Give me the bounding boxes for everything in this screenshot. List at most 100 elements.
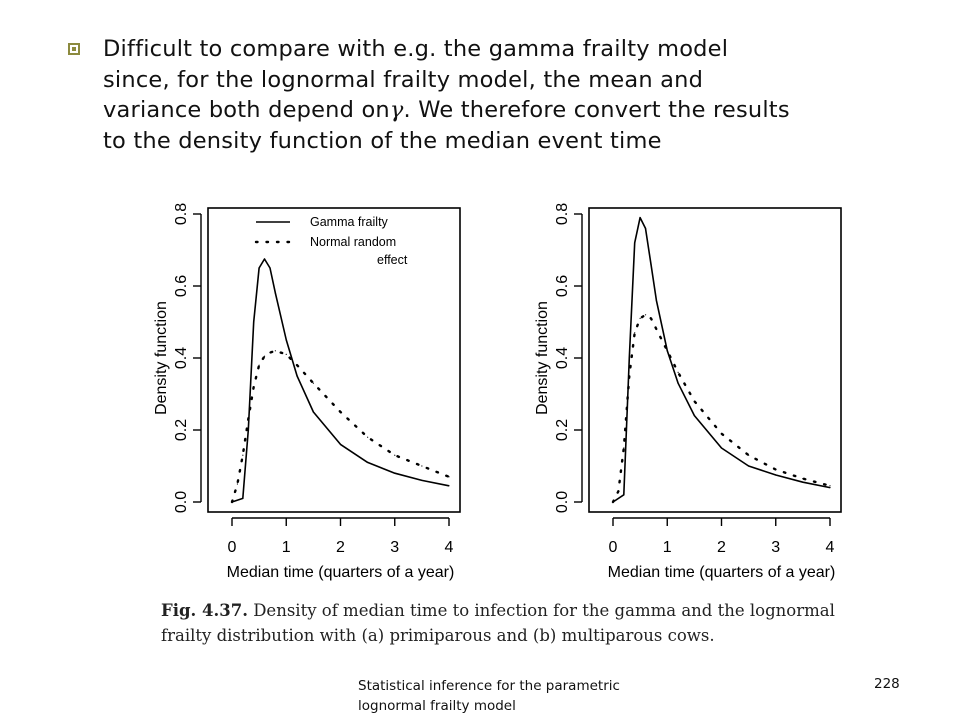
data-point bbox=[339, 443, 342, 445]
data-point bbox=[829, 487, 831, 489]
y-tick-label: 0.2 bbox=[173, 419, 190, 441]
data-point bbox=[617, 490, 620, 492]
x-tick-label: 2 bbox=[336, 539, 345, 556]
data-point bbox=[258, 267, 260, 269]
data-point bbox=[269, 352, 271, 354]
data-point bbox=[623, 447, 625, 449]
data-point bbox=[253, 321, 255, 323]
x-tick-label: 3 bbox=[390, 539, 399, 556]
data-point bbox=[242, 497, 244, 499]
data-point bbox=[394, 472, 396, 474]
x-axis-title: Median time (quarters of a year) bbox=[227, 564, 455, 581]
data-point bbox=[367, 436, 369, 438]
data-point bbox=[639, 217, 641, 219]
data-point bbox=[644, 227, 647, 229]
x-tick-label: 1 bbox=[663, 539, 672, 556]
data-point bbox=[394, 454, 396, 456]
x-tick-label: 0 bbox=[609, 539, 618, 556]
data-point bbox=[677, 382, 679, 384]
y-tick-label: 0.0 bbox=[173, 491, 190, 513]
data-point bbox=[247, 418, 249, 420]
y-tick-label: 0.8 bbox=[173, 203, 190, 225]
y-axis-title: Density function bbox=[153, 301, 170, 415]
data-point bbox=[802, 478, 804, 480]
x-tick-label: 1 bbox=[282, 539, 291, 556]
data-point bbox=[802, 481, 804, 483]
data-point bbox=[258, 364, 260, 366]
bullet-point: Difficult to compare with e.g. the gamma… bbox=[68, 34, 938, 156]
y-tick-label: 0.0 bbox=[554, 491, 571, 513]
data-point bbox=[242, 454, 244, 456]
data-point bbox=[634, 242, 636, 244]
data-point bbox=[285, 339, 287, 341]
data-point bbox=[693, 415, 695, 417]
footer-title: Statistical inference for the parametric… bbox=[358, 678, 620, 714]
series-dotted-line bbox=[230, 349, 451, 504]
x-tick-label: 3 bbox=[771, 539, 780, 556]
data-point bbox=[274, 350, 276, 352]
density-plot-a: 0 1 2 3 4 Median time (quarters of a year) 0.0… bbox=[153, 203, 461, 581]
figure-caption: Fig. 4.37. Density of median time to inf… bbox=[161, 598, 881, 648]
y-tick-label: 0.8 bbox=[554, 203, 571, 225]
gamma-symbol: γ bbox=[389, 97, 404, 123]
data-point bbox=[448, 485, 450, 487]
data-point bbox=[650, 317, 652, 319]
data-point bbox=[285, 353, 287, 355]
x-tick-label: 4 bbox=[445, 539, 454, 556]
data-point bbox=[367, 461, 369, 463]
data-point bbox=[421, 479, 423, 481]
bullet-line-2: since, for the lognormal frailty model, … bbox=[103, 66, 704, 93]
data-point bbox=[263, 355, 266, 357]
legend-label: effect bbox=[377, 253, 408, 267]
data-point bbox=[612, 501, 614, 503]
data-point bbox=[775, 474, 777, 476]
data-point bbox=[448, 476, 450, 478]
data-point bbox=[775, 469, 777, 471]
data-point bbox=[231, 501, 233, 503]
series-line bbox=[612, 216, 831, 503]
data-point bbox=[748, 465, 750, 467]
y-axis-title: Density function bbox=[534, 301, 551, 415]
x-tick-label: 0 bbox=[228, 539, 237, 556]
legend-label: Gamma frailty bbox=[310, 215, 389, 229]
y-tick-label: 0.2 bbox=[554, 419, 571, 441]
data-point bbox=[639, 317, 641, 319]
data-point bbox=[634, 332, 636, 334]
data-point bbox=[274, 292, 276, 294]
data-point bbox=[269, 267, 271, 269]
data-point bbox=[263, 258, 266, 260]
data-point bbox=[296, 364, 298, 366]
data-point bbox=[623, 494, 625, 496]
data-point bbox=[650, 263, 652, 265]
y-tick-label: 0.6 bbox=[554, 275, 571, 297]
x-tick-label: 2 bbox=[717, 539, 726, 556]
x-tick-label: 4 bbox=[826, 539, 835, 556]
density-plot-b: 0 1 2 3 4 Median time (quarters of a year) 0.0… bbox=[534, 203, 842, 581]
data-point bbox=[421, 465, 423, 467]
plot-frame bbox=[588, 207, 842, 513]
page-number: 228 bbox=[874, 676, 900, 692]
data-point bbox=[312, 411, 314, 413]
figure-label: Fig. 4.37. bbox=[161, 601, 248, 620]
data-point bbox=[644, 314, 647, 316]
data-point bbox=[628, 375, 630, 377]
x-axis-title: Median time (quarters of a year) bbox=[608, 564, 836, 581]
data-point bbox=[666, 350, 668, 352]
data-point bbox=[720, 433, 723, 435]
data-point bbox=[236, 483, 239, 485]
y-tick-label: 0.6 bbox=[173, 275, 190, 297]
data-point bbox=[247, 429, 249, 431]
square-bullet-icon bbox=[68, 43, 80, 55]
data-point bbox=[655, 299, 657, 301]
data-point bbox=[339, 411, 342, 413]
data-point bbox=[312, 382, 314, 384]
y-tick-label: 0.4 bbox=[554, 347, 571, 369]
bullet-line-4: to the density function of the median ev… bbox=[103, 127, 662, 154]
legend-label: Normal random bbox=[310, 235, 396, 249]
figure-caption-text: Density of median time to infection for … bbox=[161, 601, 835, 645]
series-dotted-line bbox=[611, 313, 832, 504]
bullet-line-1: Difficult to compare with e.g. the gamma… bbox=[103, 36, 729, 62]
data-point bbox=[829, 485, 831, 487]
data-point bbox=[296, 375, 298, 377]
y-tick-label: 0.4 bbox=[173, 347, 190, 369]
